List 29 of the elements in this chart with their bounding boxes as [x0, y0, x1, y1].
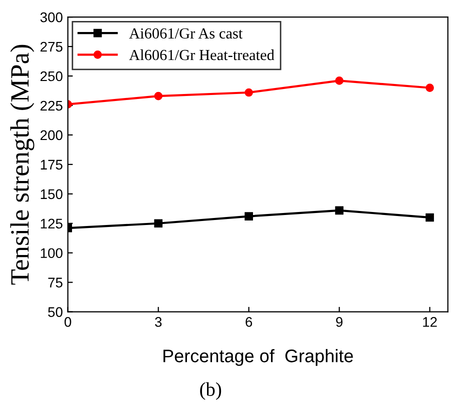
y-axis-title: Tensile strength (MPa) — [10, 44, 34, 285]
legend-label: Ai6061/Gr As cast — [129, 28, 243, 39]
point — [154, 219, 163, 228]
x-tick-label: 9 — [336, 317, 343, 327]
x-tick-label: 12 — [423, 317, 437, 327]
y-tick-label: 300 — [40, 12, 62, 22]
y-tick-label: 200 — [40, 130, 62, 140]
x-tick-label: 0 — [64, 317, 72, 327]
y-tick-label: 225 — [40, 100, 62, 111]
point — [154, 92, 163, 100]
y-tick-label: 75 — [48, 278, 62, 288]
x-tick-label: 6 — [246, 317, 252, 327]
point — [244, 212, 253, 220]
y-tick-label: 100 — [40, 248, 62, 258]
point — [335, 76, 344, 85]
x-axis-title: Percentage of Graphite — [164, 349, 353, 366]
y-tick-label: 250 — [40, 71, 62, 82]
y-tick-label: 175 — [40, 160, 62, 170]
point — [335, 206, 344, 215]
y-tick-label: 125 — [40, 218, 62, 229]
x-tick-label: 3 — [155, 317, 162, 327]
legend-label: Al6061/Gr Heat-treated — [129, 49, 274, 60]
point — [244, 88, 253, 97]
text: (b) — [200, 382, 222, 400]
y-tick-label: 275 — [40, 42, 62, 52]
y-tick-label: 50 — [48, 307, 62, 317]
point — [426, 213, 434, 222]
point — [426, 84, 434, 92]
y-tick-label: 150 — [40, 189, 62, 200]
